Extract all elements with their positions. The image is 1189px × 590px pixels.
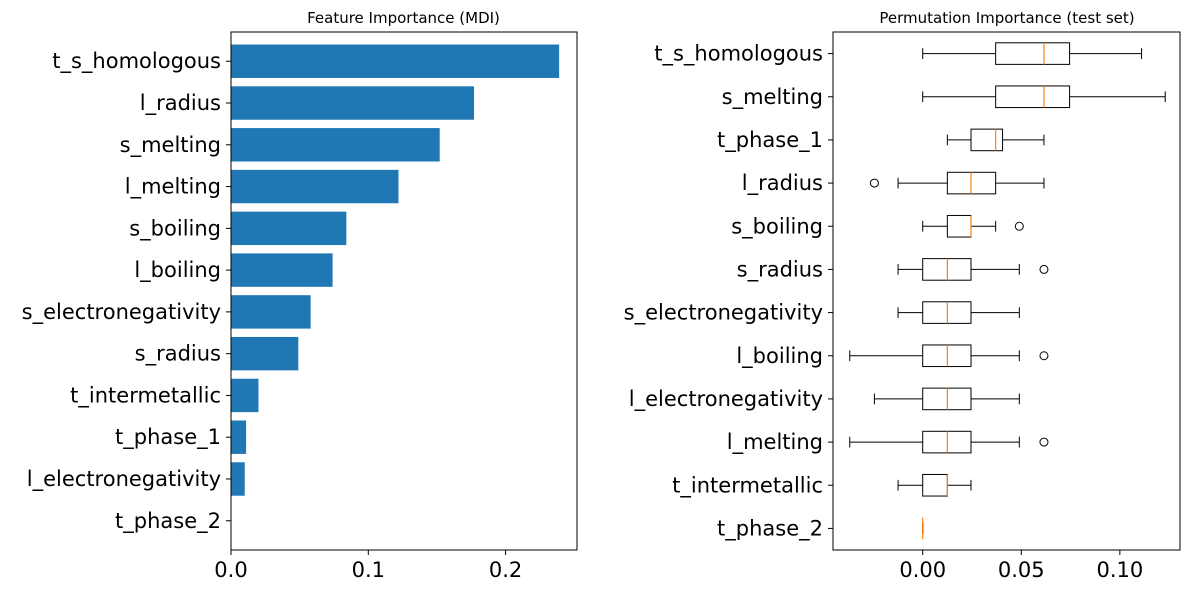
boxplot-l-radius xyxy=(869,171,1045,195)
boxplot-t-phase-1 xyxy=(946,128,1045,152)
mdi-y-tick-label: s_radius xyxy=(135,342,221,367)
mdi-chart-title: Feature Importance (MDI) xyxy=(307,9,500,27)
permutation-y-tick-label: s_radius xyxy=(737,257,823,282)
permutation-x-tick-label: 0.05 xyxy=(998,558,1045,582)
mdi-importance-chart: Feature Importance (MDI) t_s_homologousl… xyxy=(22,9,578,582)
boxplot-s-electronegativity xyxy=(897,301,1020,324)
boxplot-s-boiling xyxy=(922,214,1024,238)
permutation-y-tick-label: t_phase_2 xyxy=(717,516,823,541)
mdi-bar-t-phase-1 xyxy=(231,420,247,454)
permutation-y-tick-label: l_radius xyxy=(742,171,823,196)
mdi-y-tick-label: t_phase_2 xyxy=(115,509,221,534)
boxplot-t-intermetallic xyxy=(897,473,972,497)
mdi-bar-t-s-homologous xyxy=(231,44,560,78)
permutation-y-tick-label: t_phase_1 xyxy=(717,128,823,153)
iqr-box xyxy=(970,128,1004,152)
boxplot-l-electronegativity xyxy=(873,387,1020,411)
permutation-x-tick-labels: 0.00 0.05 0.10 xyxy=(899,550,1143,582)
mdi-y-tick-label: s_boiling xyxy=(129,216,221,241)
outlier-point xyxy=(1014,221,1024,231)
mdi-bar-s-melting xyxy=(231,128,440,162)
permutation-y-tick-label: s_melting xyxy=(722,85,823,110)
mdi-y-tick-label: t_s_homologous xyxy=(52,49,221,74)
boxplot-l-boiling xyxy=(849,344,1049,368)
boxplot-t-s-homologous xyxy=(922,42,1143,65)
permutation-y-tick-label: s_boiling xyxy=(731,214,823,239)
mdi-y-tick-label: l_electronegativity xyxy=(27,467,221,492)
permutation-y-tick-label: l_electronegativity xyxy=(629,387,823,412)
permutation-y-tick-label: l_boiling xyxy=(736,344,823,369)
boxplot-s-radius xyxy=(897,258,1049,281)
mdi-bar-t-intermetallic xyxy=(231,378,259,413)
outlier-point xyxy=(1039,437,1049,447)
boxplot-l-melting xyxy=(849,430,1049,454)
permutation-x-tick-label: 0.00 xyxy=(899,558,946,582)
permutation-importance-chart: Permutation Importance (test set) t_s_ho… xyxy=(624,9,1181,582)
mdi-bar-l-radius xyxy=(231,86,475,120)
mdi-x-tick-label: 0.2 xyxy=(489,558,522,582)
mdi-y-tick-label: l_melting xyxy=(125,175,221,200)
mdi-bar-s-boiling xyxy=(231,211,347,246)
mdi-y-tick-label: s_electronegativity xyxy=(22,300,221,325)
permutation-boxplots xyxy=(849,42,1166,540)
iqr-box xyxy=(995,85,1071,109)
mdi-bar-s-radius xyxy=(231,336,299,371)
permutation-x-tick-label: 0.10 xyxy=(1096,558,1143,582)
mdi-bar-l-melting xyxy=(231,169,399,204)
outlier-point xyxy=(869,178,879,188)
mdi-y-tick-label: t_phase_1 xyxy=(115,425,221,450)
mdi-bar-l-electronegativity xyxy=(231,462,245,496)
permutation-y-tick-label: s_electronegativity xyxy=(624,301,823,326)
mdi-y-tick-label: t_intermetallic xyxy=(70,383,221,408)
mdi-bars xyxy=(231,44,560,496)
mdi-x-tick-label: 0.1 xyxy=(352,558,385,582)
iqr-box xyxy=(995,42,1071,65)
mdi-bar-s-electronegativity xyxy=(231,295,311,329)
boxplot-s-melting xyxy=(922,85,1166,109)
mdi-y-tick-label: l_radius xyxy=(140,91,221,116)
permutation-chart-title: Permutation Importance (test set) xyxy=(879,9,1134,27)
mdi-y-tick-labels: t_s_homologous l_radius s_melting l_melting… xyxy=(22,49,231,534)
mdi-x-tick-label: 0.0 xyxy=(214,558,247,582)
permutation-y-tick-label: t_s_homologous xyxy=(654,42,823,67)
mdi-axes-frame xyxy=(230,31,578,551)
mdi-bar-l-boiling xyxy=(231,253,333,287)
mdi-x-tick-labels: 0.0 0.1 0.2 xyxy=(214,550,522,582)
permutation-axes-frame xyxy=(832,31,1181,551)
permutation-y-tick-label: l_melting xyxy=(727,430,823,455)
outlier-point xyxy=(1039,264,1049,274)
mdi-y-tick-label: l_boiling xyxy=(134,258,221,283)
permutation-y-tick-labels: t_s_homologous s_melting t_phase_1 l_radius… xyxy=(624,42,833,541)
outlier-point xyxy=(1039,351,1049,361)
mdi-y-tick-label: s_melting xyxy=(120,133,221,158)
permutation-y-tick-label: t_intermetallic xyxy=(672,473,823,498)
